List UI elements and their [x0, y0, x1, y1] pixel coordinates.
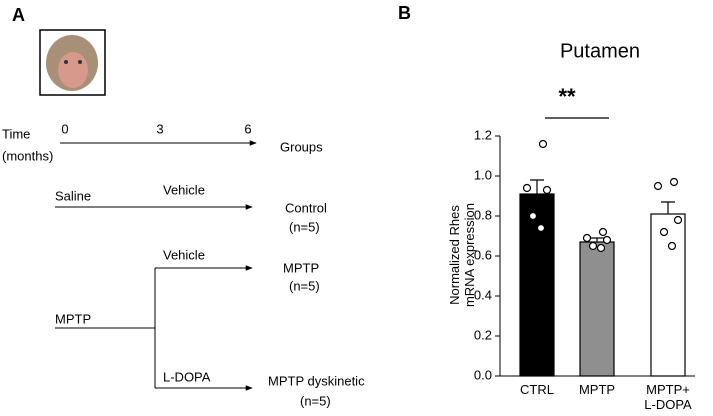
drug: Vehicle	[163, 247, 205, 262]
group-n: (n=5)	[289, 278, 320, 293]
data-point	[528, 211, 538, 221]
data-point	[596, 243, 606, 253]
group: MPTP dyskinetic	[268, 373, 365, 388]
bar	[519, 193, 555, 377]
bar	[650, 213, 686, 377]
y-tick-label: 1.0	[474, 167, 492, 182]
data-point	[673, 215, 683, 225]
error-bar	[530, 179, 544, 194]
y-tick-label: 0.0	[474, 367, 492, 382]
panel-label: A	[12, 5, 25, 25]
time-unit: (months)	[2, 148, 53, 163]
data-point	[542, 185, 552, 195]
bar	[579, 241, 615, 377]
group: Control	[285, 200, 327, 215]
data-point	[667, 241, 677, 251]
y-tick-label: 1.2	[474, 127, 492, 142]
group-n: (n=5)	[289, 219, 320, 234]
y-tick-label: 0.2	[474, 327, 492, 342]
chart-title: Putamen	[560, 40, 640, 62]
groups-header: Groups	[280, 139, 323, 154]
y-tick-label: 0.4	[474, 287, 492, 302]
data-point	[669, 177, 679, 187]
x-tick-label: MPTP+ L-DOPA	[644, 382, 692, 412]
error-bar	[590, 237, 604, 242]
error-bar	[661, 201, 675, 214]
y-tick-label: 0.6	[474, 247, 492, 262]
data-point	[582, 233, 592, 243]
drug: Vehicle	[163, 182, 205, 197]
y-tick-label: 0.8	[474, 207, 492, 222]
significance-label: **	[558, 84, 576, 109]
data-point	[653, 181, 663, 191]
time-tick: 3	[156, 121, 163, 136]
data-point	[598, 227, 608, 237]
y-axis-label: Normalized Rhes mRNA expression	[447, 202, 477, 308]
x-tick-label: CTRL	[520, 382, 554, 397]
monkey-image	[39, 29, 106, 96]
data-point	[538, 139, 548, 149]
drug: L-DOPA	[163, 369, 211, 384]
treatment: MPTP	[55, 311, 91, 326]
data-point	[588, 241, 598, 251]
time-tick: 0	[61, 121, 68, 136]
group: MPTP	[283, 260, 319, 275]
time-tick: 6	[244, 121, 251, 136]
data-point	[602, 235, 612, 245]
data-point	[536, 223, 546, 233]
x-tick-label: MPTP	[578, 382, 616, 397]
group-n: (n=5)	[300, 393, 331, 408]
panel-label: B	[398, 3, 411, 23]
treatment: Saline	[55, 188, 91, 203]
time-label: Time	[2, 126, 30, 141]
data-point	[522, 183, 532, 193]
data-point	[659, 227, 669, 237]
